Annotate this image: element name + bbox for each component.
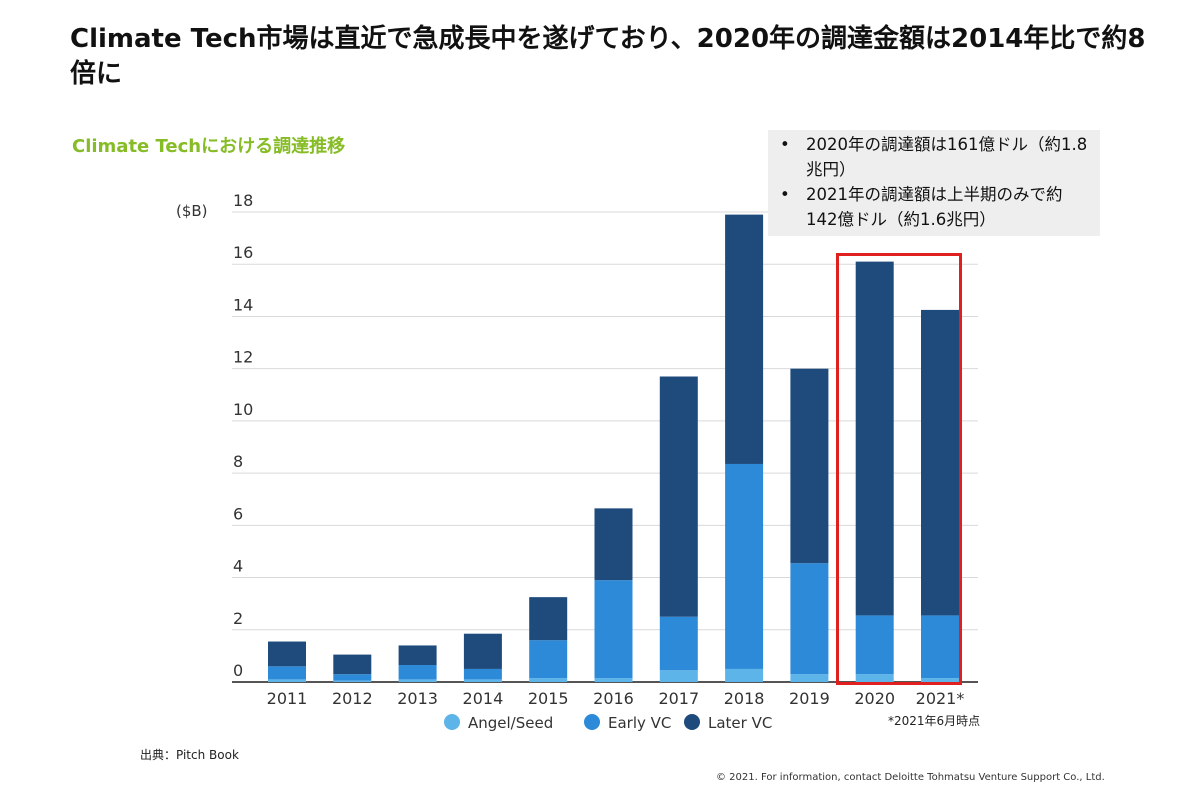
bar-segment-early-vc: [594, 580, 633, 679]
y-axis-unit-label: ($B): [176, 202, 208, 220]
x-tick-label: 2021*: [916, 689, 965, 708]
chart-subtitle: Climate Techにおける調達推移: [72, 136, 346, 157]
bar-segment-later-vc: [855, 261, 894, 616]
x-tick-label: 2015: [528, 689, 569, 708]
legend-marker: [684, 714, 700, 730]
bar-segment-angel-seed: [594, 678, 633, 682]
bar-segment-early-vc: [463, 668, 502, 680]
bullet-icon: •: [780, 135, 790, 154]
bar-segment-later-vc: [529, 597, 568, 641]
footnote-label: *2021年6月時点: [888, 714, 981, 728]
bar-segment-angel-seed: [268, 679, 306, 682]
bar-segment-later-vc: [659, 376, 698, 617]
bar-segment-early-vc: [333, 674, 372, 681]
x-tick-label: 2018: [724, 689, 765, 708]
bar-segment-later-vc: [398, 645, 437, 666]
bar-segment-angel-seed: [333, 680, 372, 682]
y-tick-label: 8: [233, 452, 243, 471]
x-tick-label: 2017: [658, 689, 699, 708]
annotation-note-text: 2020年の調達額は161億ドル（約1.8兆円）: [806, 135, 1088, 179]
x-tick-label: 2011: [267, 689, 308, 708]
bar-segment-angel-seed: [855, 674, 894, 682]
x-tick-label: 2013: [397, 689, 438, 708]
x-tick-label: 2020: [854, 689, 895, 708]
bar-segment-early-vc: [725, 463, 764, 669]
bullet-icon: •: [780, 185, 790, 204]
x-tick-label: 2019: [789, 689, 830, 708]
bar-segment-angel-seed: [529, 678, 568, 682]
annotation-box: • 2020年の調達額は161億ドル（約1.8兆円） • 2021年の調達額は上…: [768, 130, 1100, 236]
legend-label: Later VC: [708, 714, 772, 732]
y-tick-label: 14: [233, 295, 253, 314]
bar-segment-early-vc: [529, 640, 568, 679]
legend-marker: [584, 714, 600, 730]
legend-label: Early VC: [608, 714, 671, 732]
annotation-note-2021: • 2021年の調達額は上半期のみで約142億ドル（約1.6兆円）: [776, 182, 1092, 232]
bar-segment-angel-seed: [725, 668, 764, 682]
bar-segment-early-vc: [855, 615, 894, 675]
bar-segment-angel-seed: [659, 670, 698, 682]
bar-segment-early-vc: [790, 563, 829, 675]
legend-label: Angel/Seed: [468, 714, 553, 732]
highlight-box-2020-2021: [836, 253, 962, 685]
bar-segment-later-vc: [333, 654, 372, 675]
y-tick-label: 18: [233, 191, 253, 210]
annotation-note-2020: • 2020年の調達額は161億ドル（約1.8兆円）: [776, 132, 1092, 182]
bar-segment-later-vc: [463, 633, 502, 669]
bar-segment-angel-seed: [463, 679, 502, 682]
x-tick-label: 2014: [463, 689, 504, 708]
bar-segment-later-vc: [725, 214, 764, 464]
x-tick-label: 2016: [593, 689, 634, 708]
y-tick-label: 12: [233, 348, 253, 367]
bar-segment-early-vc: [398, 665, 437, 680]
copyright-label: © 2021. For information, contact Deloitt…: [716, 772, 1105, 783]
y-tick-label: 0: [233, 661, 243, 680]
y-tick-label: 6: [233, 504, 243, 523]
bar-segment-early-vc: [921, 615, 959, 679]
bar-segment-later-vc: [594, 508, 633, 581]
bar-segment-early-vc: [659, 616, 698, 671]
y-tick-label: 10: [233, 400, 253, 419]
bar-segment-angel-seed: [398, 679, 437, 682]
bar-segment-later-vc: [790, 368, 829, 564]
bar-segment-later-vc: [268, 641, 306, 667]
y-tick-label: 4: [233, 557, 243, 576]
source-label: 出典：Pitch Book: [140, 748, 239, 762]
bar-segment-angel-seed: [921, 678, 959, 682]
y-tick-label: 16: [233, 243, 253, 262]
y-tick-label: 2: [233, 609, 243, 628]
bar-segment-later-vc: [921, 309, 959, 616]
legend-marker: [444, 714, 460, 730]
bar-segment-early-vc: [268, 666, 306, 680]
page-headline: Climate Tech市場は直近で急成長中を遂げており、2020年の調達金額は…: [70, 24, 1146, 89]
x-tick-label: 2012: [332, 689, 373, 708]
bar-segment-angel-seed: [790, 674, 829, 682]
annotation-note-text: 2021年の調達額は上半期のみで約142億ドル（約1.6兆円）: [806, 185, 1063, 229]
